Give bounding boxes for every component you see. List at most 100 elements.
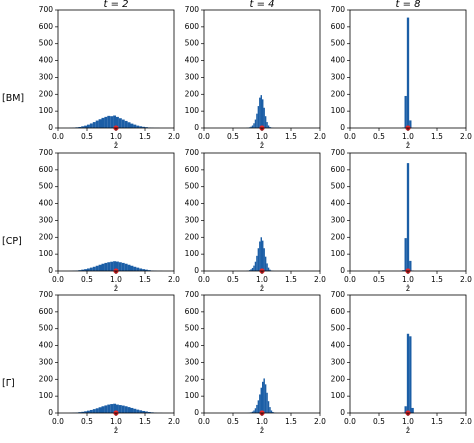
y-tick-label: 200 [39,232,54,241]
histogram-bar [104,262,108,271]
x-axis-label: ẑ [114,426,118,435]
y-tick-label: 500 [39,182,54,191]
panel: 0.0 0.5 1.0 1.5 2.0 0 100 200 300 400 500 600 700 ẑ [185,290,327,435]
y-tick-label: 500 [39,324,54,333]
y-tick-label: 200 [331,374,346,383]
histogram-bar [145,127,148,128]
y-tick-label: 500 [331,182,346,191]
histogram-bar [95,265,99,271]
histogram-bar [254,408,257,413]
histogram-bar [89,267,93,271]
histogram-bar [256,113,258,128]
y-tick-label: 600 [39,165,54,174]
histogram-bar [262,381,264,413]
histogram-bar [110,261,114,271]
y-tick-label: 0 [48,408,53,417]
histogram-bar [78,412,82,413]
y-tick-label: 100 [185,106,200,115]
y-tick-label: 100 [39,391,54,400]
histogram-bar [262,99,264,128]
y-tick-label: 700 [185,290,200,299]
histogram-bar [248,270,251,271]
histogram-bar [127,407,131,413]
y-tick-label: 700 [39,5,54,14]
histogram-bar [133,266,137,271]
histogram-bar [404,406,407,413]
histogram-bar [256,255,258,271]
x-tick-label: 1.5 [431,275,443,284]
histogram-bar [256,404,258,413]
histogram-bar [257,106,260,128]
y-tick-label: 400 [331,56,346,65]
histogram-bar [87,124,90,128]
x-axis-label: ẑ [406,284,410,293]
histogram-bar [124,263,128,271]
histogram-bar [133,124,137,128]
histogram-bar [253,410,255,413]
panel-title: t = 2 [103,0,128,10]
histogram-bar [116,116,119,128]
x-tick-label: 2.0 [314,417,326,426]
histogram-bar [124,120,128,128]
x-tick-label: 0.5 [373,132,385,141]
x-tick-label: 2.0 [168,132,180,141]
x-tick-label: 0.5 [227,132,239,141]
y-tick-label: 400 [39,56,54,65]
histogram-bar [262,240,264,271]
histogram-bar [404,238,407,271]
histogram-bar [81,126,85,128]
histogram-bar [266,392,268,413]
y-tick-label: 0 [340,123,345,132]
histogram-bar [95,120,99,128]
y-tick-label: 500 [331,324,346,333]
y-tick-label: 100 [39,106,54,115]
axes-frame [57,294,175,414]
panel: 0.0 0.5 1.0 1.5 2.0 0 100 200 300 400 500 600 700 ẑ [185,148,327,293]
y-tick-label: 600 [331,165,346,174]
histogram-bar [121,405,125,413]
histogram-bar [110,404,114,413]
histogram-bar [84,269,87,271]
histogram-bar [406,163,410,271]
histogram-bar [406,333,410,413]
x-tick-label: 1.5 [431,417,443,426]
histogram-bar [78,270,82,271]
x-tick-label: 1.0 [256,275,268,284]
y-tick-label: 200 [39,374,54,383]
panel: 0.0 0.5 1.0 1.5 2.0 0 100 200 300 400 500 600 700 t =… [39,0,181,150]
histogram-bar [87,410,90,413]
histogram-bar [267,401,270,413]
x-tick-label: 1.5 [431,132,443,141]
y-tick-label: 200 [331,89,346,98]
histogram-bar [101,406,105,413]
histogram-bar [121,119,125,128]
y-tick-label: 300 [39,357,54,366]
y-tick-label: 400 [331,199,346,208]
panel-title: t = 8 [395,0,420,10]
histogram-bar [130,123,134,128]
y-tick-label: 200 [185,89,200,98]
histogram-bar [113,115,116,128]
x-tick-label: 0.5 [373,275,385,284]
y-tick-label: 500 [185,39,200,48]
histogram-bar [92,266,96,271]
x-tick-label: 0.0 [198,275,210,284]
histogram-bar [260,387,262,413]
histogram-bar [145,269,148,271]
x-tick-label: 1.0 [256,417,268,426]
histogram-bar [118,118,122,128]
x-axis-label: ẑ [114,284,118,293]
y-tick-label: 400 [331,341,346,350]
x-tick-label: 1.5 [285,417,297,426]
histogram-bar [136,409,140,413]
histogram-bar [409,260,412,271]
histogram-bar [87,268,90,271]
histogram-bar [406,17,410,128]
y-tick-label: 300 [331,72,346,81]
histogram-bar [259,97,261,128]
y-tick-label: 300 [331,357,346,366]
x-axis-label: ẑ [406,426,410,435]
histogram-bar [98,119,102,128]
histogram-bar [272,411,274,413]
y-tick-label: 200 [39,89,54,98]
